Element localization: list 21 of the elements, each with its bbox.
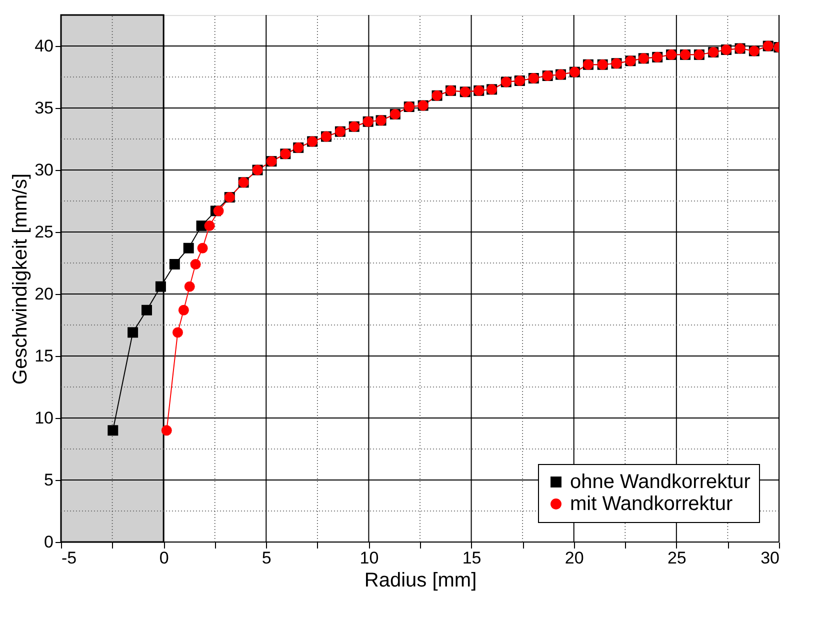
- y-tick-label: 20: [34, 284, 54, 304]
- x-tick-label: 15: [462, 548, 482, 568]
- x-tick-label: 25: [667, 548, 686, 568]
- x-tick-label: 30: [760, 548, 780, 568]
- legend-label: mit Wandkorrektur: [570, 493, 733, 515]
- y-axis-title: Geschwindigkeit [mm/s]: [10, 173, 32, 385]
- x-axis-title: Radius [mm]: [364, 570, 477, 592]
- x-tick-label: 5: [262, 548, 272, 568]
- y-tick-label: 40: [34, 36, 54, 56]
- legend-label: ohne Wandkorrektur: [570, 471, 751, 493]
- x-tick-label: 10: [360, 548, 379, 568]
- y-tick-label: 35: [34, 98, 54, 118]
- y-tick-label: 0: [44, 532, 54, 552]
- y-tick-label: 10: [34, 408, 54, 428]
- x-tick-label: 0: [159, 548, 169, 568]
- y-tick-label: 30: [34, 160, 54, 180]
- y-tick-label: 25: [34, 222, 54, 242]
- x-tick-label: 20: [564, 548, 584, 568]
- x-tick-label: -5: [62, 548, 77, 568]
- y-tick-label: 15: [34, 346, 54, 366]
- y-tick-label: 5: [44, 470, 54, 490]
